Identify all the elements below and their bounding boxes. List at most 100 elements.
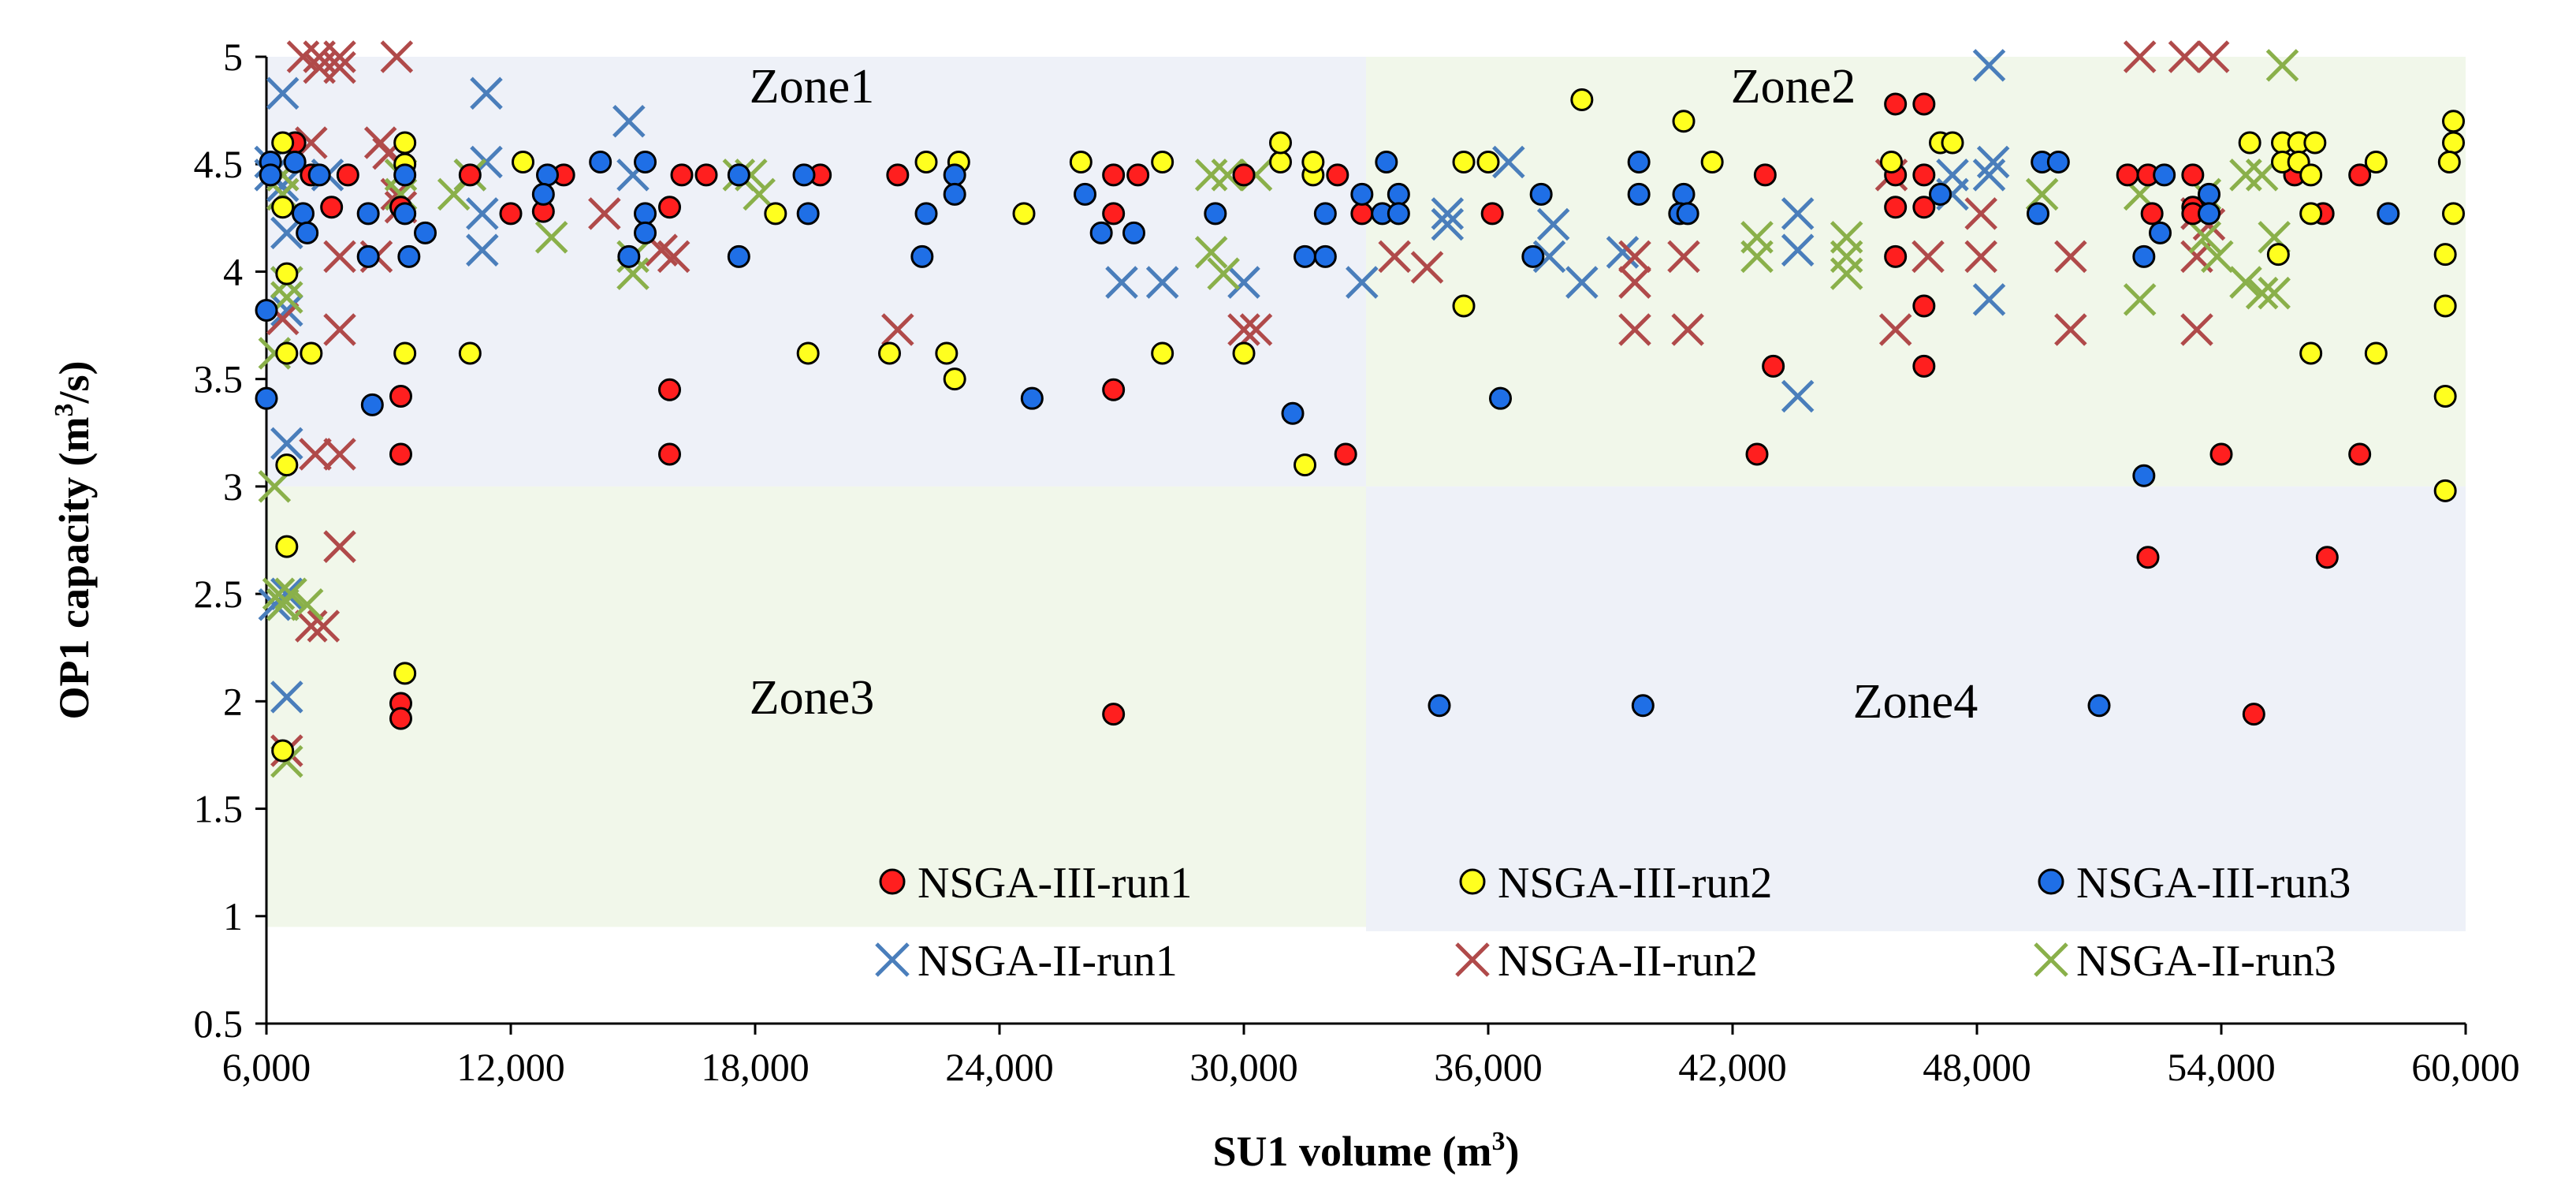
data-point-nsga-ii-run1 bbox=[1105, 266, 1138, 299]
y-tick-label: 2.5 bbox=[194, 572, 244, 616]
data-point-nsga-ii-run2-stroke-b bbox=[1667, 240, 1700, 274]
data-point-nsga-iii-run2 bbox=[275, 535, 299, 558]
data-point-nsga-iii-run2 bbox=[1069, 150, 1093, 173]
data-point-nsga-ii-run1-stroke-b bbox=[470, 76, 503, 110]
data-point-nsga-ii-run2 bbox=[1667, 240, 1700, 274]
data-point-nsga-iii-run3 bbox=[536, 163, 559, 187]
data-point-nsga-iii-run3 bbox=[2132, 244, 2156, 268]
data-point-nsga-iii-run1 bbox=[2181, 163, 2205, 187]
data-point-nsga-ii-run2 bbox=[1964, 197, 1997, 230]
data-point-nsga-ii-run1 bbox=[1972, 159, 2006, 192]
data-point-nsga-iii-run3 bbox=[2198, 202, 2220, 226]
data-point-nsga-ii-run1-stroke-b bbox=[1781, 197, 1815, 230]
data-point-nsga-ii-run3 bbox=[1207, 257, 1240, 290]
axes bbox=[265, 57, 2466, 1025]
data-point-nsga-ii-run2-stroke-b bbox=[307, 610, 341, 643]
data-point-nsga-ii-run1-stroke-b bbox=[1227, 266, 1260, 299]
y-axis-ticks: 0.5 1 1.5 2 2.5 3 3.5 4 4.5 5 bbox=[194, 35, 266, 1046]
data-point-nsga-ii-run1-stroke-b bbox=[1606, 236, 1640, 269]
data-point-nsga-iii-run1 bbox=[1102, 163, 1126, 187]
data-point-nsga-ii-run1 bbox=[1532, 240, 1566, 274]
data-point-nsga-ii-run3-stroke-b bbox=[2229, 159, 2262, 192]
data-point-nsga-iii-run3 bbox=[360, 393, 384, 416]
data-point-nsga-ii-run3-stroke-b bbox=[2245, 276, 2279, 310]
data-point-nsga-ii-run2-stroke-b bbox=[299, 438, 332, 471]
zone2-region bbox=[1366, 57, 2466, 487]
data-point-nsga-ii-run2 bbox=[1378, 240, 1411, 274]
data-point-nsga-ii-run3 bbox=[1194, 236, 1228, 269]
data-point-nsga-iii-run3 bbox=[292, 202, 315, 226]
data-point-nsga-ii-run1-stroke-b bbox=[1972, 283, 2006, 316]
data-point-nsga-iii-run3 bbox=[1428, 694, 1451, 718]
data-point-nsga-iii-run1 bbox=[1350, 202, 1374, 226]
data-point-nsga-iii-run2 bbox=[2433, 384, 2457, 408]
data-point-nsga-iii-run3 bbox=[943, 182, 966, 206]
data-point-nsga-ii-run1-stroke-b bbox=[1976, 145, 2010, 179]
data-point-nsga-iii-run2 bbox=[1151, 341, 1174, 365]
data-point-nsga-ii-run1-stroke-b bbox=[1346, 266, 1379, 299]
data-point-nsga-ii-run2 bbox=[1912, 240, 1945, 274]
data-point-nsga-ii-run3-stroke-b bbox=[534, 221, 568, 254]
data-point-nsga-ii-run3 bbox=[534, 221, 568, 254]
data-point-nsga-iii-run2 bbox=[2238, 131, 2261, 155]
data-point-nsga-iii-run2 bbox=[512, 150, 534, 173]
data-point-nsga-ii-run1-stroke-b bbox=[1145, 266, 1179, 299]
legend-label: NSGA-III-run2 bbox=[1498, 859, 1772, 908]
legend-marker-nsga-ii-run1-stroke-b bbox=[875, 942, 910, 977]
data-point-nsga-ii-run1 bbox=[1781, 379, 1815, 413]
y-tick-label: 1 bbox=[223, 894, 243, 938]
data-point-nsga-iii-run3 bbox=[914, 202, 938, 226]
data-point-nsga-ii-run2-stroke-b bbox=[323, 530, 356, 563]
data-point-nsga-iii-run1 bbox=[2348, 163, 2372, 187]
data-point-nsga-iii-run2 bbox=[1301, 150, 1325, 173]
data-point-nsga-ii-run2-stroke-b bbox=[1618, 266, 1651, 299]
data-point-nsga-iii-run3 bbox=[589, 150, 612, 173]
data-point-nsga-iii-run3 bbox=[1350, 182, 1374, 206]
zones bbox=[266, 57, 2466, 931]
data-point-nsga-iii-run2 bbox=[300, 341, 323, 365]
data-point-nsga-ii-run2 bbox=[323, 40, 356, 73]
data-point-nsga-ii-run2 bbox=[299, 438, 332, 471]
data-point-nsga-ii-run3-stroke-b bbox=[2229, 266, 2262, 299]
data-point-nsga-ii-run1 bbox=[612, 104, 646, 138]
data-point-nsga-ii-run1-stroke-b bbox=[270, 577, 303, 610]
data-point-nsga-ii-run2-stroke-b bbox=[588, 197, 621, 230]
data-point-nsga-ii-run1-stroke-b bbox=[1105, 266, 1138, 299]
data-point-nsga-ii-run1 bbox=[1227, 266, 1260, 299]
y-tick-label: 4.5 bbox=[194, 142, 244, 186]
data-point-nsga-iii-run2 bbox=[1570, 88, 1594, 111]
data-point-nsga-ii-run3-stroke-b bbox=[1211, 159, 1245, 192]
data-point-nsga-iii-run2 bbox=[2433, 479, 2457, 502]
data-point-nsga-iii-run2 bbox=[1880, 150, 1903, 173]
data-point-nsga-iii-run2 bbox=[935, 341, 959, 365]
data-point-nsga-iii-run3 bbox=[2132, 464, 2156, 487]
data-point-nsga-ii-run2-stroke-b bbox=[1964, 240, 1997, 274]
data-point-nsga-ii-run1 bbox=[466, 197, 499, 230]
data-point-nsga-iii-run2 bbox=[2364, 150, 2388, 173]
data-point-nsga-ii-run1 bbox=[470, 76, 503, 110]
data-point-nsga-iii-run2 bbox=[796, 341, 820, 365]
data-point-nsga-ii-run2 bbox=[1964, 240, 1997, 274]
zone2-label: Zone2 bbox=[1731, 60, 1856, 114]
data-point-nsga-ii-run1 bbox=[266, 76, 300, 110]
data-point-nsga-iii-run1 bbox=[1884, 92, 1908, 116]
data-point-nsga-ii-run3-stroke-b bbox=[2201, 240, 2234, 274]
data-point-nsga-iii-run3 bbox=[1122, 221, 1145, 244]
data-point-nsga-ii-run2-stroke-b bbox=[2196, 40, 2230, 73]
data-point-nsga-ii-run2-stroke-b bbox=[1227, 313, 1260, 346]
data-point-nsga-ii-run1 bbox=[1972, 283, 2006, 316]
data-point-nsga-ii-run3 bbox=[2123, 283, 2157, 316]
data-point-nsga-ii-run2 bbox=[323, 530, 356, 563]
data-point-nsga-ii-run1 bbox=[1536, 207, 1570, 241]
data-point-nsga-ii-run1 bbox=[1606, 236, 1640, 269]
data-point-nsga-ii-run3 bbox=[1830, 240, 1863, 274]
data-point-nsga-iii-run3 bbox=[2027, 202, 2049, 226]
data-point-nsga-iii-run1 bbox=[2209, 442, 2233, 466]
data-point-nsga-iii-run3 bbox=[634, 221, 657, 244]
data-point-nsga-iii-run3 bbox=[393, 202, 417, 226]
data-point-nsga-iii-run2 bbox=[1269, 131, 1292, 155]
x-axis-title: SU1 volume (m3) bbox=[1213, 1127, 1520, 1175]
legend-marker-nsga-ii-run3 bbox=[2034, 942, 2068, 977]
data-point-nsga-iii-run3 bbox=[1281, 401, 1305, 425]
data-point-nsga-ii-run3-stroke-b bbox=[1207, 257, 1240, 290]
